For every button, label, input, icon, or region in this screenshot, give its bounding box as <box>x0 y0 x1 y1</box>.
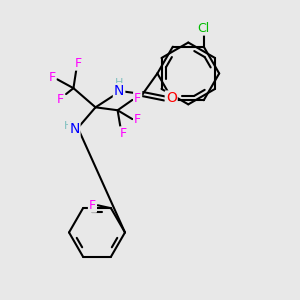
Text: F: F <box>120 127 127 140</box>
Text: N: N <box>69 122 80 136</box>
Text: O: O <box>166 92 177 106</box>
Text: H: H <box>115 78 123 88</box>
Text: F: F <box>89 199 96 212</box>
Text: F: F <box>57 93 64 106</box>
Text: F: F <box>48 71 56 84</box>
Text: N: N <box>114 84 124 98</box>
Text: F: F <box>134 92 141 105</box>
Text: Cl: Cl <box>198 22 210 34</box>
Text: H: H <box>64 121 73 130</box>
Text: F: F <box>134 112 141 126</box>
Text: F: F <box>74 57 81 70</box>
